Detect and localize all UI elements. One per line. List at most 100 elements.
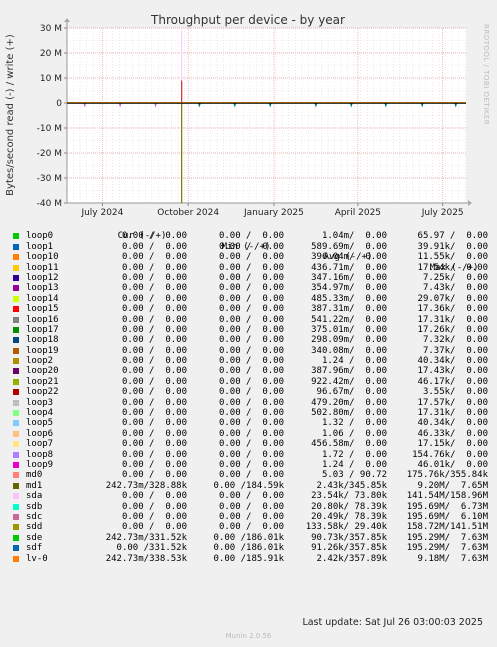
- legend-device-name: loop6: [26, 428, 54, 439]
- legend-row: loop0 0.00 / 0.00 0.00 / 0.00 1.04m/ 0.00 65…: [10, 231, 490, 241]
- legend-device-name: loop14: [26, 293, 59, 304]
- legend-max-value: 11.55k/ 0.00: [417, 252, 488, 263]
- legend-max-value: 17.26k/ 0.00: [417, 324, 488, 335]
- legend-min-value: 0.00 / 0.00: [218, 376, 284, 387]
- legend-row: loop9 0.00 / 0.00 0.00 / 0.00 1.24 / 0.00 46…: [10, 460, 490, 470]
- legend-min-value: 0.00 / 0.00: [218, 335, 284, 346]
- legend-device-name: sdf: [26, 543, 43, 554]
- legend-device-name: loop18: [26, 335, 59, 346]
- legend-avg-value: 479.20m/ 0.00: [311, 397, 387, 408]
- legend-row: loop22 0.00 / 0.00 0.00 / 0.00 96.67m/ 0.00…: [10, 387, 490, 397]
- legend-avg-value: 456.58m/ 0.00: [311, 439, 387, 450]
- legend-device-name: loop0: [26, 231, 54, 242]
- legend-avg-value: 541.22m/ 0.00: [311, 314, 387, 325]
- legend-min-value: 0.00 / 0.00: [218, 293, 284, 304]
- legend-avg-value: 589.69m/ 0.00: [311, 241, 387, 252]
- legend-cur-value: 0.00 /331.52k: [116, 543, 187, 554]
- legend-swatch: [13, 461, 19, 468]
- legend-device-name: md0: [26, 470, 43, 481]
- legend-min-value: 0.00 / 0.00: [218, 459, 284, 470]
- y-tick-label: 10 M: [40, 74, 62, 84]
- legend-max-value: 7.43k/ 0.00: [422, 283, 488, 294]
- legend-max-value: 65.97 / 0.00: [417, 231, 488, 242]
- legend-cur-value: 0.00 / 0.00: [121, 304, 187, 315]
- header-max: Max (-/+): [429, 262, 479, 273]
- legend-avg-value: 375.01m/ 0.00: [311, 324, 387, 335]
- read-marker: [314, 103, 318, 108]
- legend-swatch: [13, 378, 19, 385]
- legend-swatch: [13, 430, 19, 437]
- legend-min-value: 0.00 / 0.00: [218, 231, 284, 242]
- legend-avg-value: 354.97m/ 0.00: [311, 283, 387, 294]
- legend-avg-value: 1.72 / 0.00: [321, 449, 387, 460]
- legend-max-value: 195.29M/ 7.63M: [406, 543, 488, 554]
- legend-cur-value: 0.00 / 0.00: [121, 449, 187, 460]
- legend-device-name: loop2: [26, 356, 54, 367]
- legend-swatch: [13, 358, 19, 365]
- legend-min-value: 0.00 / 0.00: [218, 314, 284, 325]
- legend-max-value: 17.57k/ 0.00: [417, 397, 488, 408]
- legend-device-name: sdd: [26, 522, 43, 533]
- legend-row: md0 0.00 / 0.00 0.00 / 0.00 5.03 / 90.72 175…: [10, 470, 490, 480]
- legend-row: loop1 0.00 / 0.00 0.00 / 0.00 589.69m/ 0.00…: [10, 242, 490, 252]
- legend-cur-value: 0.00 / 0.00: [121, 522, 187, 533]
- legend-min-value: 0.00 / 0.00: [218, 449, 284, 460]
- legend-swatch: [13, 326, 19, 333]
- legend-min-value: 0.00 / 0.00: [218, 408, 284, 419]
- legend-min-value: 0.00 / 0.00: [218, 283, 284, 294]
- legend-avg-value: 396.04m/ 0.00: [311, 252, 387, 263]
- legend-swatch: [13, 503, 19, 510]
- legend-avg-value: 502.80m/ 0.00: [311, 408, 387, 419]
- legend-max-value: 46.01k/ 0.00: [417, 459, 488, 470]
- read-marker: [349, 103, 353, 108]
- legend-swatch: [13, 316, 19, 323]
- legend-row: loop17 0.00 / 0.00 0.00 / 0.00 375.01m/ 0.0…: [10, 325, 490, 335]
- legend-device-name: loop11: [26, 262, 59, 273]
- legend-min-value: 0.00 / 0.00: [218, 366, 284, 377]
- legend-max-value: 3.55k/ 0.00: [422, 387, 488, 398]
- legend-row: loop18 0.00 / 0.00 0.00 / 0.00 298.09m/ 0.0…: [10, 335, 490, 345]
- legend-avg-value: 20.49k/ 78.39k: [311, 511, 387, 522]
- legend-avg-value: 91.26k/357.85k: [311, 543, 387, 554]
- read-marker: [233, 103, 237, 108]
- legend-max-value: 9.20M/ 7.65M: [417, 480, 488, 491]
- legend-min-value: 0.00 /184.59k: [213, 480, 284, 491]
- read-marker: [83, 103, 87, 108]
- legend-cur-value: 0.00 / 0.00: [121, 283, 187, 294]
- legend-avg-value: 5.03 / 90.72: [321, 470, 387, 481]
- legend-cur-value: 0.00 / 0.00: [121, 335, 187, 346]
- legend-swatch: [13, 295, 19, 302]
- legend-min-value: 0.00 / 0.00: [218, 252, 284, 263]
- legend-swatch: [13, 545, 19, 552]
- legend-cur-value: 0.00 / 0.00: [121, 324, 187, 335]
- legend-avg-value: 90.73k/357.85k: [311, 532, 387, 543]
- legend-avg-value: 2.43k/345.85k: [316, 480, 387, 491]
- legend-cur-value: 0.00 / 0.00: [121, 418, 187, 429]
- legend-device-name: loop7: [26, 439, 54, 450]
- y-tick-label: 0: [56, 99, 62, 109]
- legend-swatch: [13, 472, 19, 479]
- legend-swatch: [13, 555, 19, 562]
- legend-row: loop13 0.00 / 0.00 0.00 / 0.00 354.97m/ 0.0…: [10, 283, 490, 293]
- legend-cur-value: 0.00 / 0.00: [121, 459, 187, 470]
- legend-device-name: loop10: [26, 252, 59, 263]
- legend-row: loop19 0.00 / 0.00 0.00 / 0.00 340.08m/ 0.0…: [10, 346, 490, 356]
- legend-device-name: loop13: [26, 283, 59, 294]
- legend-cur-value: 0.00 / 0.00: [121, 252, 187, 263]
- legend-max-value: 17.15k/ 0.00: [417, 439, 488, 450]
- plot-area: 30 M 20 M 10 M 0 -10 M -20 M -30 M -40 M July 20…: [37, 18, 472, 218]
- legend-cur-value: 0.00 / 0.00: [121, 356, 187, 367]
- header-cur: Cur (-/+): [117, 231, 167, 242]
- legend-cur-value: 0.00 / 0.00: [121, 387, 187, 398]
- y-tick-label: -20 M: [37, 149, 62, 159]
- legend-cur-value: 0.00 / 0.00: [121, 345, 187, 356]
- legend-row: loop20 0.00 / 0.00 0.00 / 0.00 387.96m/ 0.0…: [10, 366, 490, 376]
- legend-max-value: 40.34k/ 0.00: [417, 418, 488, 429]
- legend-rows: loop0 0.00 / 0.00 0.00 / 0.00 1.04m/ 0.00 65…: [10, 231, 490, 564]
- legend-row: loop12 0.00 / 0.00 0.00 / 0.00 347.16m/ 0.0…: [10, 273, 490, 283]
- legend-swatch: [13, 513, 19, 520]
- legend-min-value: 0.00 / 0.00: [218, 491, 284, 502]
- legend-avg-value: 1.24 / 0.00: [321, 356, 387, 367]
- legend-min-value: 0.00 / 0.00: [218, 439, 284, 450]
- legend-max-value: 154.76k/ 0.00: [412, 449, 488, 460]
